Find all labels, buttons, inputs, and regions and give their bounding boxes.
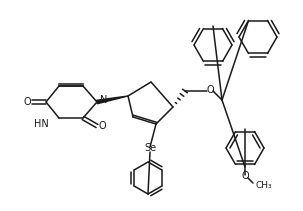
Text: CH₃: CH₃ <box>255 180 271 189</box>
Text: HN: HN <box>34 119 49 129</box>
Text: O: O <box>23 97 31 107</box>
Text: O: O <box>206 85 214 95</box>
Text: N: N <box>100 95 107 105</box>
Text: Se: Se <box>144 143 156 153</box>
Polygon shape <box>97 96 128 104</box>
Text: O: O <box>241 171 249 181</box>
Text: O: O <box>98 121 106 131</box>
